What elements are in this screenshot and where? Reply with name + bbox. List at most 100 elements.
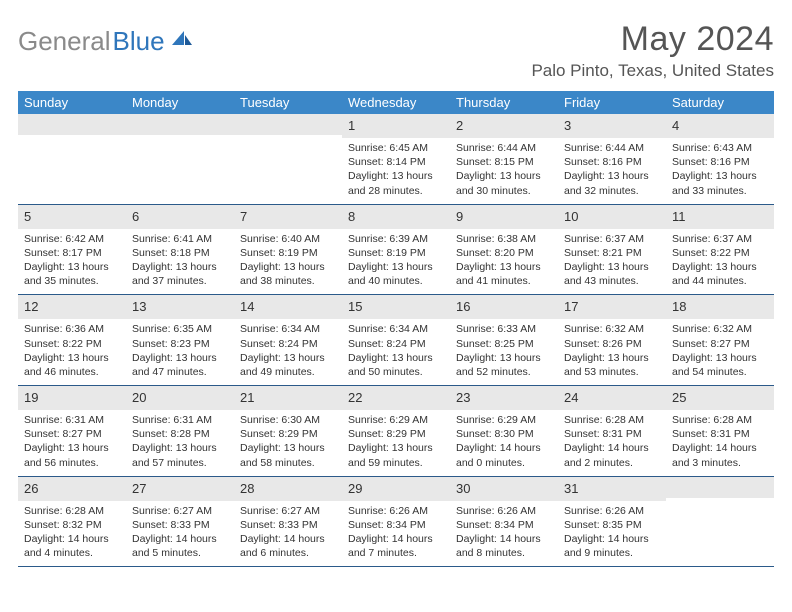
- day-details: Sunrise: 6:32 AMSunset: 8:26 PMDaylight:…: [558, 319, 666, 385]
- day-details: Sunrise: 6:36 AMSunset: 8:22 PMDaylight:…: [18, 319, 126, 385]
- sunset-line: Sunset: 8:28 PM: [132, 427, 228, 441]
- calendar-page: GeneralBlue May 2024 Palo Pinto, Texas, …: [0, 0, 792, 577]
- sunrise-line: Sunrise: 6:32 AM: [564, 322, 660, 336]
- calendar-empty-cell: [234, 114, 342, 204]
- sunset-line: Sunset: 8:21 PM: [564, 246, 660, 260]
- sunset-line: Sunset: 8:31 PM: [564, 427, 660, 441]
- day-number-bar: 22: [342, 386, 450, 410]
- day-details: Sunrise: 6:37 AMSunset: 8:21 PMDaylight:…: [558, 229, 666, 295]
- sunrise-line: Sunrise: 6:36 AM: [24, 322, 120, 336]
- sunset-line: Sunset: 8:17 PM: [24, 246, 120, 260]
- day-details: Sunrise: 6:38 AMSunset: 8:20 PMDaylight:…: [450, 229, 558, 295]
- sunset-line: Sunset: 8:20 PM: [456, 246, 552, 260]
- day-number-bar: 13: [126, 295, 234, 319]
- sunrise-line: Sunrise: 6:41 AM: [132, 232, 228, 246]
- daylight-line: Daylight: 14 hours and 5 minutes.: [132, 532, 228, 560]
- sunrise-line: Sunrise: 6:31 AM: [24, 413, 120, 427]
- sunset-line: Sunset: 8:24 PM: [240, 337, 336, 351]
- day-number: 21: [240, 390, 254, 405]
- daylight-line: Daylight: 13 hours and 38 minutes.: [240, 260, 336, 288]
- calendar-day-cell: 21 Sunrise: 6:30 AMSunset: 8:29 PMDayligh…: [234, 386, 342, 476]
- day-details: Sunrise: 6:44 AMSunset: 8:15 PMDaylight:…: [450, 138, 558, 204]
- sunrise-line: Sunrise: 6:31 AM: [132, 413, 228, 427]
- sunset-line: Sunset: 8:22 PM: [24, 337, 120, 351]
- dow-header-cell: Friday: [558, 91, 666, 114]
- daylight-line: Daylight: 14 hours and 2 minutes.: [564, 441, 660, 469]
- calendar-day-cell: 6Sunrise: 6:41 AMSunset: 8:18 PMDaylight…: [126, 205, 234, 295]
- daylight-line: Daylight: 13 hours and 47 minutes.: [132, 351, 228, 379]
- sunrise-line: Sunrise: 6:38 AM: [456, 232, 552, 246]
- calendar-day-cell: 16Sunrise: 6:33 AMSunset: 8:25 PMDayligh…: [450, 295, 558, 385]
- day-details: Sunrise: 6:29 AMSunset: 8:30 PMDaylight:…: [450, 410, 558, 476]
- day-details: Sunrise: 6:42 AMSunset: 8:17 PMDaylight:…: [18, 229, 126, 295]
- day-number-bar: 30: [450, 477, 558, 501]
- day-number-bar: 28: [234, 477, 342, 501]
- day-details: Sunrise: 6:30 AMSunset: 8:29 PMDaylight:…: [234, 410, 342, 476]
- calendar-day-cell: 9Sunrise: 6:38 AMSunset: 8:20 PMDaylight…: [450, 205, 558, 295]
- day-number-bar: 5: [18, 205, 126, 229]
- day-number-bar: 2: [450, 114, 558, 138]
- day-number-bar: 25: [666, 386, 774, 410]
- sunrise-line: Sunrise: 6:43 AM: [672, 141, 768, 155]
- day-number: 8: [348, 209, 355, 224]
- calendar-day-cell: 27Sunrise: 6:27 AMSunset: 8:33 PMDayligh…: [126, 477, 234, 567]
- day-details: Sunrise: 6:41 AMSunset: 8:18 PMDaylight:…: [126, 229, 234, 295]
- day-number-bar: 1: [342, 114, 450, 138]
- day-number: 26: [24, 481, 38, 496]
- day-details: Sunrise: 6:45 AMSunset: 8:14 PMDaylight:…: [342, 138, 450, 204]
- daylight-line: Daylight: 14 hours and 9 minutes.: [564, 532, 660, 560]
- calendar-day-cell: 29Sunrise: 6:26 AMSunset: 8:34 PMDayligh…: [342, 477, 450, 567]
- calendar-day-cell: 28Sunrise: 6:27 AMSunset: 8:33 PMDayligh…: [234, 477, 342, 567]
- day-details: Sunrise: 6:29 AMSunset: 8:29 PMDaylight:…: [342, 410, 450, 476]
- daylight-line: Daylight: 13 hours and 46 minutes.: [24, 351, 120, 379]
- day-details: Sunrise: 6:28 AMSunset: 8:31 PMDaylight:…: [666, 410, 774, 476]
- calendar-day-cell: 4Sunrise: 6:43 AMSunset: 8:16 PMDaylight…: [666, 114, 774, 204]
- day-details: Sunrise: 6:28 AMSunset: 8:31 PMDaylight:…: [558, 410, 666, 476]
- sunset-line: Sunset: 8:33 PM: [240, 518, 336, 532]
- calendar-day-cell: 24Sunrise: 6:28 AMSunset: 8:31 PMDayligh…: [558, 386, 666, 476]
- sunset-line: Sunset: 8:16 PM: [564, 155, 660, 169]
- sunset-line: Sunset: 8:27 PM: [672, 337, 768, 351]
- day-details: Sunrise: 6:27 AMSunset: 8:33 PMDaylight:…: [234, 501, 342, 567]
- daylight-line: Daylight: 14 hours and 3 minutes.: [672, 441, 768, 469]
- day-details: Sunrise: 6:40 AMSunset: 8:19 PMDaylight:…: [234, 229, 342, 295]
- sunset-line: Sunset: 8:29 PM: [348, 427, 444, 441]
- sunrise-line: Sunrise: 6:27 AM: [132, 504, 228, 518]
- daylight-line: Daylight: 13 hours and 49 minutes.: [240, 351, 336, 379]
- day-details: Sunrise: 6:33 AMSunset: 8:25 PMDaylight:…: [450, 319, 558, 385]
- day-number-bar: 4: [666, 114, 774, 138]
- day-details: Sunrise: 6:31 AMSunset: 8:27 PMDaylight:…: [18, 410, 126, 476]
- calendar-day-cell: 2Sunrise: 6:44 AMSunset: 8:15 PMDaylight…: [450, 114, 558, 204]
- day-number-bar: 9: [450, 205, 558, 229]
- day-number: 14: [240, 299, 254, 314]
- daylight-line: Daylight: 13 hours and 50 minutes.: [348, 351, 444, 379]
- sunrise-line: Sunrise: 6:28 AM: [24, 504, 120, 518]
- calendar-day-cell: 7Sunrise: 6:40 AMSunset: 8:19 PMDaylight…: [234, 205, 342, 295]
- day-number: 18: [672, 299, 686, 314]
- daylight-line: Daylight: 13 hours and 43 minutes.: [564, 260, 660, 288]
- calendar-day-cell: 12Sunrise: 6:36 AMSunset: 8:22 PMDayligh…: [18, 295, 126, 385]
- daylight-line: Daylight: 13 hours and 44 minutes.: [672, 260, 768, 288]
- calendar-day-cell: 22Sunrise: 6:29 AMSunset: 8:29 PMDayligh…: [342, 386, 450, 476]
- day-of-week-header-row: SundayMondayTuesdayWednesdayThursdayFrid…: [18, 91, 774, 114]
- calendar-day-cell: 10 Sunrise: 6:37 AMSunset: 8:21 PMDayligh…: [558, 205, 666, 295]
- sunrise-line: Sunrise: 6:28 AM: [672, 413, 768, 427]
- day-number-bar: 16: [450, 295, 558, 319]
- weeks-container: 1Sunrise: 6:45 AMSunset: 8:14 PMDaylight…: [18, 114, 774, 567]
- day-details: Sunrise: 6:34 AMSunset: 8:24 PMDaylight:…: [234, 319, 342, 385]
- dow-header-cell: Monday: [126, 91, 234, 114]
- daylight-line: Daylight: 13 hours and 59 minutes.: [348, 441, 444, 469]
- day-number-bar: 6: [126, 205, 234, 229]
- day-number-bar: 26: [18, 477, 126, 501]
- sunset-line: Sunset: 8:33 PM: [132, 518, 228, 532]
- sunrise-line: Sunrise: 6:44 AM: [456, 141, 552, 155]
- brand-sail-icon: [170, 29, 194, 47]
- sunset-line: Sunset: 8:34 PM: [348, 518, 444, 532]
- day-details: Sunrise: 6:32 AMSunset: 8:27 PMDaylight:…: [666, 319, 774, 385]
- sunrise-line: Sunrise: 6:44 AM: [564, 141, 660, 155]
- day-number: 10: [564, 209, 578, 224]
- calendar-day-cell: 17Sunrise: 6:32 AMSunset: 8:26 PMDayligh…: [558, 295, 666, 385]
- sunset-line: Sunset: 8:29 PM: [240, 427, 336, 441]
- brand-text-part2: Blue: [113, 26, 165, 57]
- daylight-line: Daylight: 13 hours and 32 minutes.: [564, 169, 660, 197]
